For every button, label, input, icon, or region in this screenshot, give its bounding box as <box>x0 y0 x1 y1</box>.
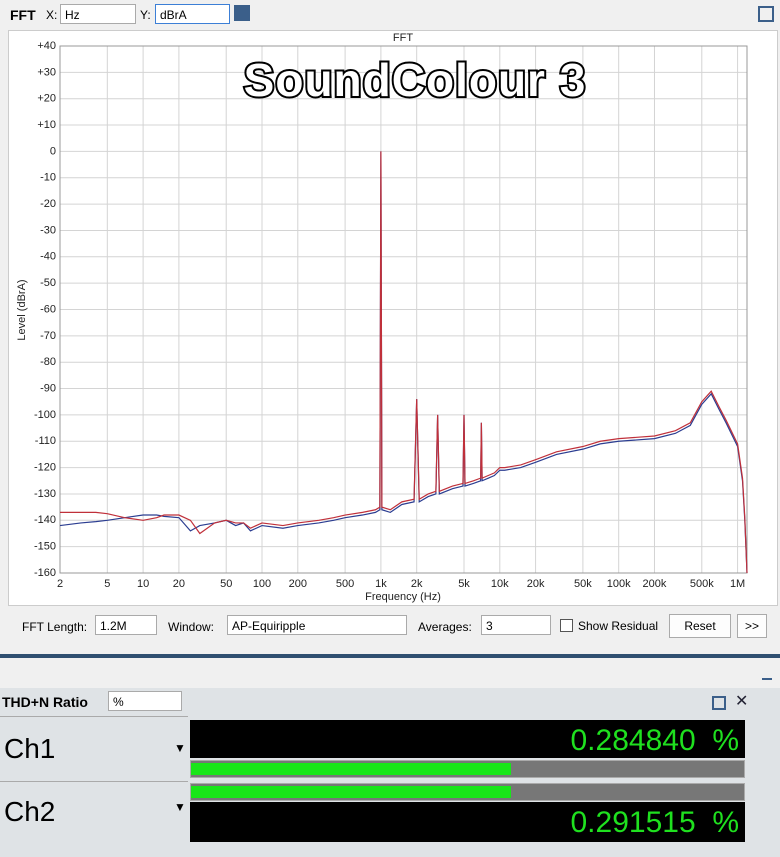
x-label: X: <box>46 8 58 22</box>
y-label: Y: <box>140 8 151 22</box>
x-tick-label: 10k <box>491 578 509 590</box>
y-tick-label: -50 <box>40 277 56 289</box>
y-tick-label: +10 <box>37 119 56 131</box>
ch1-bar <box>190 760 745 778</box>
settings-icon[interactable] <box>234 5 250 21</box>
y-tick-label: -130 <box>34 488 56 500</box>
thd-unit-select[interactable]: % <box>108 691 182 711</box>
x-tick-label: 200 <box>289 578 307 590</box>
bar-fill <box>191 786 511 798</box>
y-tick-label: -80 <box>40 356 56 368</box>
reading-unit: % <box>712 724 739 757</box>
window-label: Window: <box>168 620 215 634</box>
reset-button[interactable]: Reset <box>669 614 731 638</box>
y-tick-label: -110 <box>35 435 56 447</box>
plot-frame <box>59 45 748 574</box>
y-axis-label: Level (dBrA) <box>16 279 28 340</box>
more-button[interactable]: >> <box>737 614 767 638</box>
averages-label: Averages: <box>418 620 472 634</box>
panel-title: FFT <box>10 7 36 23</box>
residual-checkbox[interactable] <box>560 619 573 632</box>
channel-menu[interactable]: ▼ <box>174 741 186 755</box>
y-tick-label: +20 <box>37 93 56 105</box>
averages-input[interactable]: 3 <box>481 615 551 635</box>
y-tick-label: -160 <box>34 567 56 579</box>
toolbar: FFT X: Hz Y: dBrA <box>0 0 780 28</box>
x-tick-label: 1k <box>375 578 387 590</box>
x-tick-label: 1M <box>730 578 745 590</box>
x-tick-label: 10 <box>137 578 149 590</box>
popout-icon[interactable] <box>758 6 774 22</box>
y-tick-label: +30 <box>37 66 56 78</box>
y-tick-label: -150 <box>34 541 56 553</box>
reading-unit: % <box>712 806 739 839</box>
y-tick-label: -100 <box>34 409 56 421</box>
channel-name: Ch2 <box>4 796 56 827</box>
y-tick-label: -90 <box>40 382 56 394</box>
y-unit-select[interactable]: dBrA <box>155 4 230 24</box>
y-tick-label: -30 <box>40 224 56 236</box>
fft-length-select[interactable]: 1.2M <box>95 615 157 635</box>
chart-title: FFT <box>393 32 413 44</box>
x-tick-label: 50k <box>574 578 592 590</box>
dock-icon[interactable] <box>762 668 772 680</box>
chart: FFT Frequency (Hz) Level (dBrA) +40 +30 +2… <box>16 32 748 603</box>
y-tick-label: -60 <box>40 303 56 315</box>
popout-icon[interactable] <box>712 696 726 710</box>
y-tick-label: +40 <box>37 40 56 52</box>
y-tick-label: -40 <box>40 251 56 263</box>
x-axis-label: Frequency (Hz) <box>365 591 441 603</box>
x-tick-label: 2k <box>411 578 423 590</box>
y-tick-label: -20 <box>40 198 56 210</box>
x-tick-label: 500k <box>690 578 714 590</box>
y-tick-label: 0 <box>50 145 56 157</box>
x-tick-label: 5 <box>104 578 110 590</box>
residual-label: Show Residual <box>578 619 659 633</box>
x-tick-label: 20k <box>527 578 545 590</box>
watermark: SoundColour 3 <box>244 54 587 106</box>
y-tick-label: -140 <box>34 514 56 526</box>
y-tick-label: -120 <box>34 462 56 474</box>
x-tick-label: 20 <box>173 578 185 590</box>
window-select[interactable]: AP-Equiripple <box>227 615 407 635</box>
thd-title: THD+N Ratio <box>2 694 88 710</box>
y-tick-label: -70 <box>40 330 56 342</box>
series-line <box>60 151 748 574</box>
x-tick-label: 500 <box>336 578 354 590</box>
close-icon[interactable]: ✕ <box>735 693 749 710</box>
controls: FFT Length: 1.2M Window: AP-Equiripple A… <box>10 606 778 648</box>
ch2-bar <box>190 783 745 801</box>
splitter <box>0 654 780 658</box>
y-tick-label: -10 <box>40 172 56 184</box>
series-line <box>59 151 748 574</box>
x-tick-label: 100 <box>253 578 271 590</box>
x-tick-label: 50 <box>220 578 232 590</box>
channel-name: Ch1 <box>4 733 56 764</box>
reading: 0.284840 <box>570 724 696 757</box>
bar-fill <box>191 763 511 775</box>
ch2-row: Ch2 ▼ <box>0 782 188 846</box>
x-tick-label: 200k <box>643 578 667 590</box>
ch2-meter: 0.291515 % <box>190 802 745 842</box>
ch1-meter: 0.284840 % <box>190 720 745 758</box>
x-tick-label: 5k <box>458 578 470 590</box>
thd-panel: THD+N Ratio % ✕ Ch1 ▼ Ch2 ▼ 0.284840 % 0… <box>0 688 780 857</box>
fft-length-label: FFT Length: <box>22 620 88 634</box>
reading: 0.291515 <box>570 806 696 839</box>
x-tick-label: 2 <box>57 578 63 590</box>
ch1-row: Ch1 ▼ <box>0 716 188 782</box>
grid <box>59 45 747 574</box>
channel-menu[interactable]: ▼ <box>174 800 186 814</box>
x-tick-label: 100k <box>607 578 631 590</box>
x-unit-select[interactable]: Hz <box>60 4 136 24</box>
